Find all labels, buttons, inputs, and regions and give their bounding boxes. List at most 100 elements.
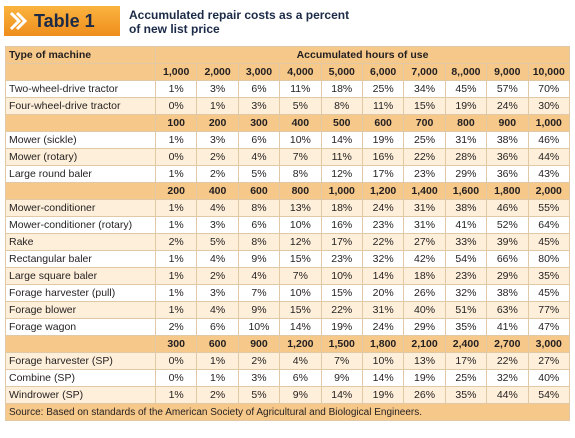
cost-cell: 1% (154, 267, 198, 285)
cost-cell: 2% (196, 267, 239, 285)
hours-cell: 1,600 (444, 182, 488, 200)
cost-cell: 18% (320, 199, 363, 217)
hours-cell: 10,000 (527, 63, 571, 81)
machine-header: Type of machine (5, 46, 156, 64)
cost-cell: 3% (237, 369, 281, 387)
cost-cell: 7% (279, 148, 322, 166)
cost-cell: 8% (237, 199, 281, 217)
data-row: Mower (rotary) 0% 2% 4% 7% 11% 16% 22% 28% 36% 44% (5, 148, 571, 166)
hours-cell: 1,400 (403, 182, 446, 200)
machine-name: Windrower (SP) (5, 386, 156, 404)
data-row: Large square baler 1% 2% 4% 7% 10% 14% 18% 23% 29… (5, 267, 571, 285)
cost-cell: 2% (196, 148, 239, 166)
cost-cell: 6% (237, 216, 281, 234)
cost-cell: 13% (403, 352, 446, 370)
cost-cell: 3% (196, 131, 239, 149)
hours-cell: 2,700 (486, 335, 529, 353)
cost-cell: 1% (154, 301, 198, 319)
cost-cell: 26% (403, 284, 446, 302)
machine-name: Rake (5, 233, 156, 251)
cost-cell: 1% (154, 80, 198, 98)
cost-cell: 32% (361, 250, 405, 268)
cost-cell: 1% (196, 97, 239, 115)
cost-cell: 19% (361, 386, 405, 404)
data-row: Forage harvester (pull) 1% 3% 7% 10% 15% 20% 26… (5, 284, 571, 302)
repair-cost-table: Type of machine Accumulated hours of use 1… (5, 46, 571, 421)
cost-cell: 10% (361, 352, 405, 370)
hours-cell: 600 (196, 335, 239, 353)
cost-cell: 36% (486, 148, 529, 166)
hours-cell: 700 (403, 114, 446, 132)
cost-cell: 1% (154, 250, 198, 268)
hours-cell: 3,000 (237, 63, 281, 81)
cost-cell: 5% (196, 233, 239, 251)
hours-cell: 500 (320, 114, 363, 132)
cost-cell: 55% (527, 199, 571, 217)
cost-cell: 16% (320, 216, 363, 234)
cost-cell: 31% (403, 216, 446, 234)
hours-cell: 1,500 (320, 335, 363, 353)
cost-cell: 63% (486, 301, 529, 319)
cost-cell: 9% (237, 301, 281, 319)
hours-cell: 100 (154, 114, 198, 132)
cost-cell: 23% (361, 216, 405, 234)
hours-cell: 900 (486, 114, 529, 132)
cost-cell: 22% (320, 301, 363, 319)
cost-cell: 14% (320, 386, 363, 404)
cost-cell: 42% (403, 250, 446, 268)
cost-cell: 7% (320, 352, 363, 370)
hours-cell: 1,200 (361, 182, 405, 200)
cost-cell: 11% (320, 148, 363, 166)
machine-name: Forage harvester (pull) (5, 284, 156, 302)
cost-cell: 8% (320, 97, 363, 115)
cost-cell: 1% (154, 199, 198, 217)
cost-cell: 35% (444, 386, 488, 404)
cost-cell: 5% (279, 97, 322, 115)
cost-cell: 66% (486, 250, 529, 268)
hours-cell: 2,000 (527, 182, 571, 200)
cost-cell: 46% (527, 131, 571, 149)
data-row: Mower (sickle) 1% 3% 6% 10% 14% 19% 25% 31% 38% 46… (5, 131, 571, 149)
cost-cell: 32% (444, 284, 488, 302)
source-note: Source: Based on standards of the Americ… (5, 403, 570, 421)
hours-cell: 900 (237, 335, 281, 353)
hours-cell: 800 (279, 182, 322, 200)
hours-cell: 600 (237, 182, 281, 200)
cost-cell: 31% (403, 199, 446, 217)
hours-cell: 1,000 (154, 63, 198, 81)
cost-cell: 10% (279, 131, 322, 149)
cost-cell: 6% (196, 318, 239, 336)
hours-cell: 4,000 (279, 63, 322, 81)
cost-cell: 17% (361, 165, 405, 183)
cost-cell: 11% (279, 80, 322, 98)
machine-name: Large square baler (5, 267, 156, 285)
cost-cell: 14% (279, 318, 322, 336)
cost-cell: 24% (486, 97, 529, 115)
hours-cell: 800 (444, 114, 488, 132)
cost-cell: 12% (279, 233, 322, 251)
hours-cell: 200 (196, 114, 239, 132)
hours-cell: 1,000 (320, 182, 363, 200)
title-line: Accumulated repair costs as a percent (129, 8, 350, 22)
cost-cell: 7% (279, 267, 322, 285)
cost-cell: 64% (527, 216, 571, 234)
cost-cell: 38% (486, 131, 529, 149)
cost-cell: 10% (279, 216, 322, 234)
hours-cell: 5,000 (320, 63, 363, 81)
cost-cell: 1% (196, 369, 239, 387)
machine-name: Forage harvester (SP) (5, 352, 156, 370)
table-title: Accumulated repair costs as a percent of… (129, 8, 349, 36)
cost-cell: 47% (527, 318, 571, 336)
cost-cell: 2% (196, 386, 239, 404)
hours-cell: 2,000 (196, 63, 239, 81)
cost-cell: 38% (444, 199, 488, 217)
hours-cell: 6,000 (361, 63, 405, 81)
hours-cell: 2,400 (444, 335, 488, 353)
machine-name: Large round baler (5, 165, 156, 183)
hours-cell: 3,000 (527, 335, 571, 353)
cost-cell: 12% (320, 165, 363, 183)
data-row: Two-wheel-drive tractor 1% 3% 6% 11% 18% 25% 34… (5, 80, 571, 98)
cost-cell: 23% (320, 250, 363, 268)
cost-cell: 40% (403, 301, 446, 319)
